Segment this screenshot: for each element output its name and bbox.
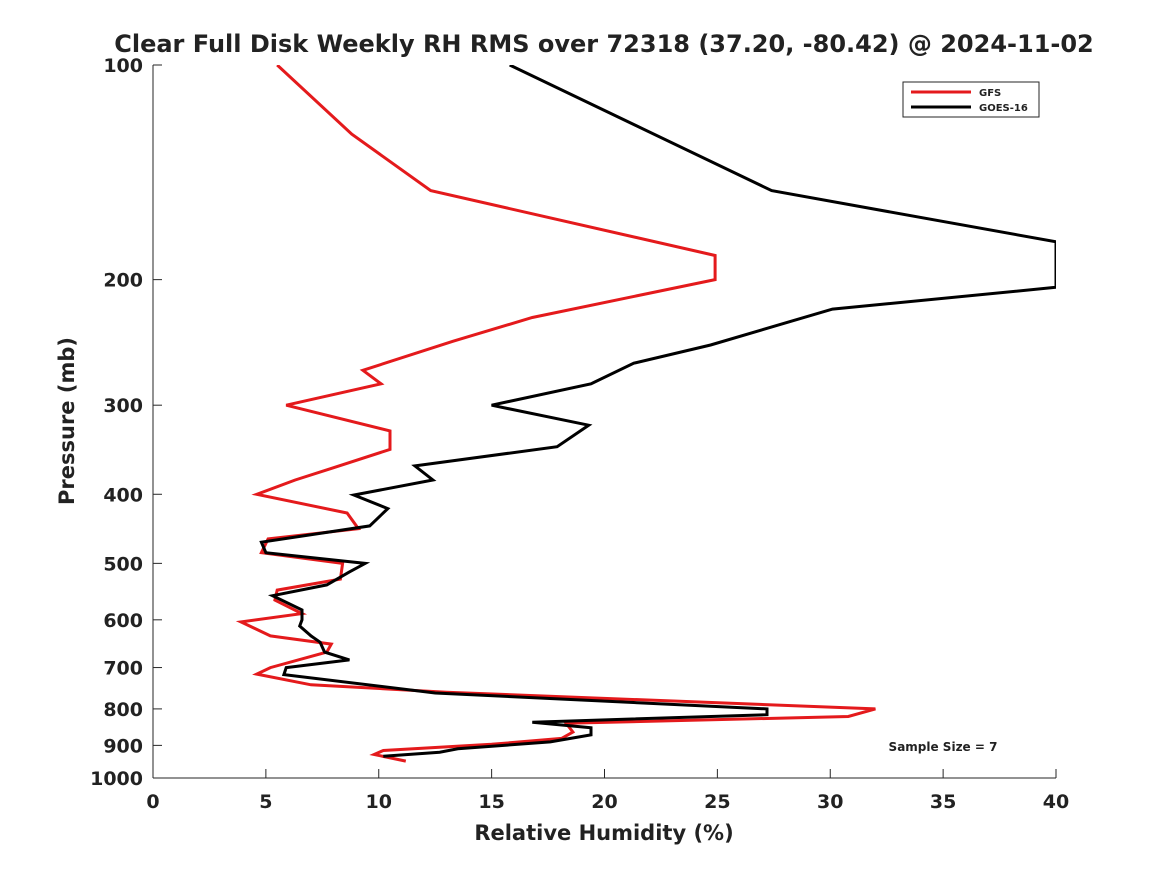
x-tick-label: 20	[591, 791, 617, 813]
x-tick-label: 5	[259, 791, 272, 813]
y-tick-label: 600	[103, 610, 143, 632]
plot-area: 0 5 10 15 20 25 30 35 40 100 200 300 400 500 600 700 800…	[90, 55, 1069, 813]
y-tick-label: 800	[103, 699, 143, 721]
y-axis-label: Pressure (mb)	[55, 337, 79, 505]
x-axis-label: Relative Humidity (%)	[474, 821, 733, 845]
y-tick-label: 400	[103, 484, 143, 506]
y-tick-label: 300	[103, 395, 143, 417]
y-tick-label: 100	[103, 55, 143, 77]
y-tick-label: 900	[103, 735, 143, 757]
x-tick-label: 0	[146, 791, 159, 813]
x-tick-label: 30	[817, 791, 843, 813]
x-tick-label: 35	[930, 791, 956, 813]
y-tick-label: 1000	[90, 768, 143, 790]
chart-title: Clear Full Disk Weekly RH RMS over 72318…	[114, 30, 1094, 58]
legend: GFS GOES-16	[902, 81, 1040, 118]
series-line-gfs	[235, 65, 876, 763]
legend-box	[902, 81, 1040, 118]
y-tick-label: 200	[103, 270, 143, 292]
legend-label: GFS	[979, 88, 1001, 99]
y-tick-label: 700	[103, 658, 143, 680]
sample-size-note: Sample Size = 7	[889, 740, 998, 754]
legend-label: GOES-16	[979, 103, 1028, 114]
y-tick-label: 500	[103, 553, 143, 575]
series-line-goes-16	[259, 65, 1056, 758]
x-tick-label: 40	[1043, 791, 1069, 813]
x-tick-label: 15	[478, 791, 504, 813]
x-tick-label: 10	[366, 791, 392, 813]
x-tick-label: 25	[704, 791, 730, 813]
